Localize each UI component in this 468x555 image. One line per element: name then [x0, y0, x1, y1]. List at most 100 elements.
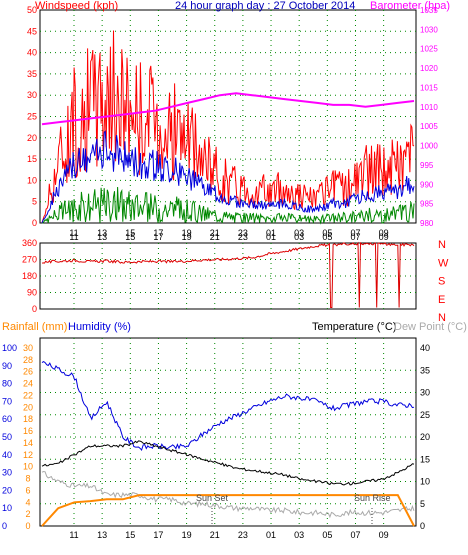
direction-grid	[40, 243, 416, 309]
direction-x-tick: 09	[379, 232, 389, 242]
direction-x-tick: 01	[266, 232, 276, 242]
humidity-y-tick: 100	[2, 343, 17, 353]
wind-y-right-tick: 1030	[420, 25, 438, 34]
wind-lull-line	[41, 186, 415, 225]
rain-y-tick: 10	[23, 462, 33, 472]
rain-y-tick: 14	[23, 438, 33, 448]
direction-x-tick: 21	[210, 232, 220, 242]
temp-x-tick: 19	[182, 530, 192, 540]
humidity-y-tick: 10	[2, 503, 12, 513]
temperature-y-tick: 25	[420, 410, 430, 420]
wind-y-left-ticks: 0 5 10 15 20 25 30 35 40 45 50	[27, 5, 37, 228]
wind-x-tick: 21	[210, 228, 220, 238]
wind-y-right-tick: 1010	[420, 103, 438, 112]
wind-y-right-tick: 980	[420, 219, 434, 228]
wind-y-right-tick: 1020	[420, 64, 438, 73]
rain-y-tick: 28	[23, 355, 33, 365]
rain-y-tick: 20	[23, 402, 33, 412]
direction-x-tick: 23	[238, 232, 248, 242]
wind-y-right-tick: 1015	[420, 83, 438, 92]
rain-y-tick: 16	[23, 426, 33, 436]
wind-y-left-tick: 40	[27, 48, 37, 58]
direction-y-tick: 90	[27, 288, 37, 298]
direction-plot-frame	[39, 242, 417, 310]
wind-y-left-tick: 20	[27, 133, 37, 143]
humidity-y-tick: 30	[2, 468, 12, 478]
wind-y-left-tick: 25	[27, 112, 37, 122]
humidity-y-tick: 80	[2, 379, 12, 389]
wind-y-right-tick: 985	[420, 200, 434, 209]
wind-y-right-tick: 990	[420, 180, 434, 189]
direction-x-tick: 07	[350, 232, 360, 242]
humidity-y-tick: 60	[2, 414, 12, 424]
wind-y-left-tick: 0	[32, 218, 37, 228]
temperature-y-tick: 10	[420, 477, 430, 487]
temp-x-tick: 21	[210, 530, 220, 540]
temperature-y-ticks: 0 5 10 15 20 25 30 35 40	[420, 343, 430, 531]
wind-title: 24 hour graph day : 27 October 2014	[175, 0, 355, 12]
direction-line	[41, 241, 415, 308]
wind-y-right-tick: 1025	[420, 45, 438, 54]
temp-x-tick: 09	[379, 530, 389, 540]
temperature-y-tick: 30	[420, 388, 430, 398]
humidity-label: Humidity (%)	[68, 321, 131, 333]
direction-x-tick: 19	[182, 232, 192, 242]
humidity-y-tick: 20	[2, 485, 12, 495]
direction-y-tick: 360	[22, 238, 37, 248]
direction-letter: W	[438, 257, 449, 269]
wind-x-tick: 11	[69, 228, 78, 238]
barometer-line	[41, 92, 415, 126]
rain-y-tick: 24	[23, 379, 33, 389]
wind-x-ticks: 11 13 15 17 19 21 23 01 03 05 07 09	[69, 228, 388, 238]
temp-panel: Rainfall (mm) Humidity (%) Temperature (…	[2, 321, 467, 540]
humidity-y-ticks: 0 10 20 30 40 50 60 70 80 90 100	[2, 343, 17, 531]
rain-y-tick: 2	[25, 509, 30, 519]
rain-y-tick: 0	[25, 521, 30, 531]
dewpoint-label: Dew Point (°C)	[394, 321, 467, 333]
wind-left-label: Windspeed (kph)	[35, 0, 118, 12]
direction-x-tick: 17	[153, 232, 163, 242]
temp-x-tick: 03	[294, 530, 304, 540]
wind-y-right-tick: 995	[420, 161, 434, 170]
humidity-y-tick: 50	[2, 432, 12, 442]
temp-series	[41, 361, 415, 527]
rain-y-tick: 26	[23, 367, 33, 377]
rain-y-tick: 8	[25, 474, 30, 484]
direction-y-tick: 0	[32, 304, 37, 314]
direction-y-tick: 180	[22, 271, 37, 281]
wind-y-right-tick: 1005	[420, 122, 438, 131]
dewpoint-line	[41, 470, 415, 519]
wind-x-tick: 09	[379, 228, 389, 238]
rain-y-tick: 22	[23, 390, 33, 400]
temp-x-tick: 11	[69, 530, 78, 540]
direction-letter: N	[438, 239, 446, 251]
wind-x-tick: 03	[294, 228, 304, 238]
wind-grid	[40, 10, 416, 223]
sunset-annotation: Sun Set	[196, 493, 229, 503]
wind-y-left-tick: 10	[27, 175, 37, 185]
rain-y-tick: 12	[23, 450, 33, 460]
wind-right-label: Barometer (hpa)	[370, 0, 450, 12]
temp-x-tick: 01	[266, 530, 276, 540]
wind-y-left-tick: 5	[32, 197, 37, 207]
wind-y-right-tick: 1035	[420, 6, 438, 15]
wind-y-left-tick: 35	[27, 69, 37, 79]
humidity-y-tick: 0	[2, 521, 7, 531]
wind-y-right-tick: 1000	[420, 142, 438, 151]
temperature-y-tick: 0	[420, 521, 425, 531]
direction-series	[41, 241, 415, 308]
temp-x-tick: 17	[153, 530, 163, 540]
rain-y-tick: 18	[23, 414, 33, 424]
temperature-label: Temperature (°C)	[312, 321, 396, 333]
wind-y-right-ticks: 980 985 990 995 1000 1005 1010 1015 1020 1025 1030…	[420, 6, 438, 228]
sunrise-annotation: Sun Rise	[354, 493, 391, 503]
wind-x-tick: 05	[322, 228, 332, 238]
temp-x-tick: 07	[350, 530, 360, 540]
temperature-y-tick: 35	[420, 365, 430, 375]
direction-y-ticks: 0 90 180 270 360	[22, 238, 37, 314]
direction-letter: N	[438, 312, 446, 324]
direction-x-tick: 05	[322, 232, 332, 242]
